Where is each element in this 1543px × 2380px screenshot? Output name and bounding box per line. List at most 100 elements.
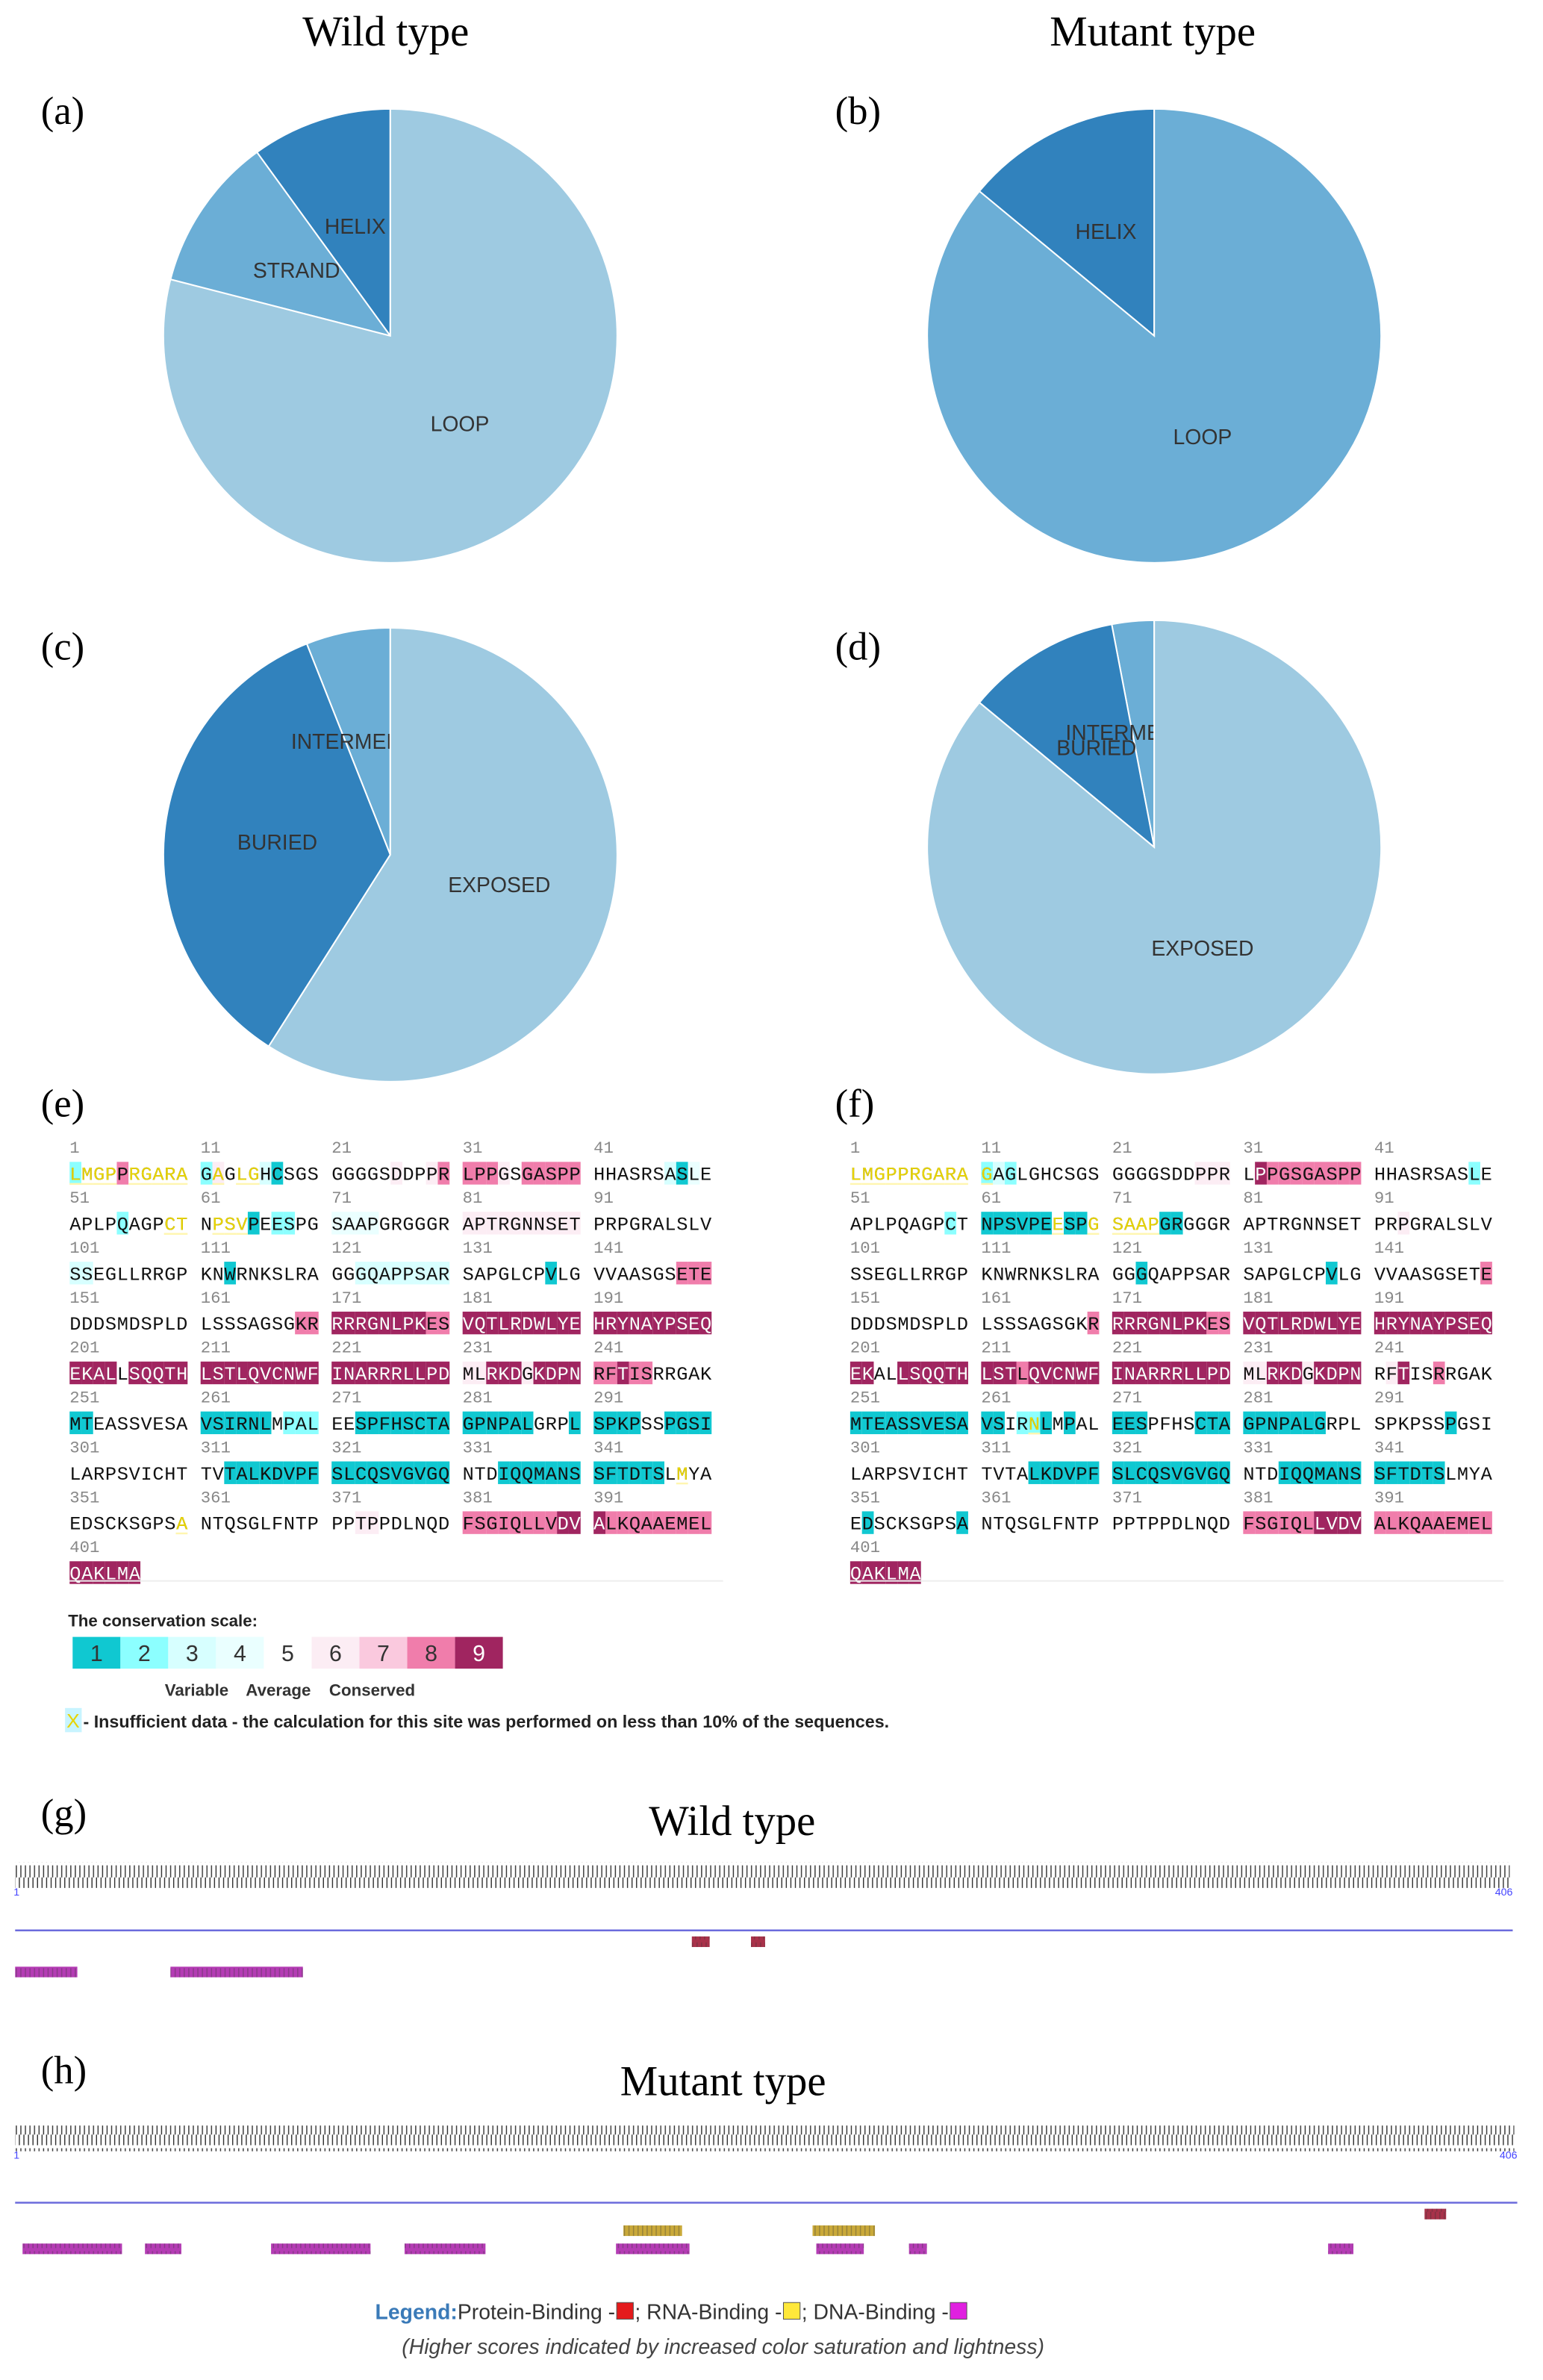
scale-swatch bbox=[311, 1636, 360, 1669]
conservation-cell bbox=[1433, 1311, 1445, 1335]
legend-dna-swatch bbox=[950, 2302, 967, 2320]
conservation-cell bbox=[688, 1212, 700, 1235]
conservation-cell bbox=[1278, 1162, 1291, 1185]
conservation-cell bbox=[1243, 1461, 1256, 1484]
conservation-cell bbox=[509, 1162, 522, 1185]
conservation-cell bbox=[861, 1212, 874, 1235]
position-number: 301 bbox=[850, 1438, 880, 1457]
position-number: 221 bbox=[1112, 1339, 1142, 1358]
panel-label: (f) bbox=[835, 1082, 875, 1126]
conservation-cell bbox=[69, 1162, 82, 1185]
position-number: 211 bbox=[981, 1339, 1011, 1358]
conservation-cell bbox=[629, 1262, 641, 1285]
conservation-cell bbox=[593, 1361, 605, 1385]
conservation-cell bbox=[306, 1411, 319, 1435]
conservation-cell bbox=[993, 1262, 1005, 1285]
conservation-cell bbox=[462, 1212, 475, 1235]
conservation-cell bbox=[81, 1311, 93, 1335]
conservation-cell bbox=[1302, 1311, 1315, 1335]
conservation-cell bbox=[1480, 1511, 1492, 1534]
conservation-cell bbox=[1064, 1511, 1076, 1534]
conservation-cell bbox=[152, 1461, 164, 1484]
residues: GGGQAPPSAR bbox=[1112, 1264, 1230, 1286]
conservation-cell bbox=[897, 1411, 909, 1435]
position-number: 71 bbox=[1112, 1189, 1132, 1208]
conservation-cell bbox=[474, 1361, 487, 1385]
conservation-cell bbox=[212, 1262, 225, 1285]
conservation-cell bbox=[699, 1162, 712, 1185]
conservation-cell bbox=[1028, 1411, 1041, 1435]
conservation-cell bbox=[1337, 1262, 1350, 1285]
conservation-cell bbox=[1325, 1511, 1338, 1534]
conservation-cell bbox=[1135, 1411, 1148, 1435]
conservation-cell bbox=[629, 1162, 641, 1185]
conservation-cell bbox=[140, 1411, 152, 1435]
conservation-cell bbox=[664, 1262, 676, 1285]
position-number: 101 bbox=[850, 1239, 880, 1258]
conservation-cell bbox=[1171, 1461, 1183, 1484]
position-number: 321 bbox=[1112, 1438, 1142, 1457]
residues: SPKPSSPGSI bbox=[1374, 1414, 1492, 1436]
conservation-cell bbox=[81, 1511, 93, 1534]
insufficient-mark bbox=[676, 1482, 688, 1485]
pie-slice bbox=[978, 108, 1156, 338]
conservation-cell bbox=[1028, 1212, 1041, 1235]
conservation-cell bbox=[617, 1311, 629, 1335]
insufficient-mark bbox=[93, 1183, 105, 1186]
conservation-cell bbox=[1314, 1262, 1326, 1285]
conservation-cell bbox=[1135, 1162, 1148, 1185]
conservation-cell bbox=[1064, 1162, 1076, 1185]
conservation-cell bbox=[1135, 1262, 1148, 1285]
position-number: 81 bbox=[463, 1189, 483, 1208]
conservation-cell bbox=[1159, 1511, 1171, 1534]
conservation-cell bbox=[664, 1511, 676, 1534]
conservation-cell bbox=[640, 1411, 653, 1435]
scale-title: The conservation scale: bbox=[68, 1611, 258, 1630]
residues: HRYNAYPSEQ bbox=[1374, 1314, 1492, 1336]
conservation-cell bbox=[993, 1212, 1005, 1235]
residues: SPKPSSPGSI bbox=[593, 1414, 711, 1436]
residues-conserved: MLRKDGKDPN bbox=[1243, 1364, 1361, 1386]
conservation-cell bbox=[509, 1411, 522, 1435]
position-number: 391 bbox=[1374, 1488, 1404, 1507]
conservation-cell bbox=[355, 1361, 367, 1385]
conservation-cell bbox=[140, 1262, 152, 1285]
residues: EESPFHSCTA bbox=[331, 1414, 450, 1436]
conservation-cell bbox=[908, 1561, 921, 1584]
position-number: 341 bbox=[593, 1438, 623, 1457]
conservation-cell bbox=[605, 1162, 617, 1185]
scale-number: 8 bbox=[425, 1641, 437, 1666]
conservation-cell bbox=[69, 1262, 82, 1285]
residues: VQTLRDWLYE bbox=[1243, 1314, 1361, 1336]
conservation-cell bbox=[545, 1262, 558, 1285]
conservation-cell bbox=[664, 1361, 676, 1385]
conservation-cell bbox=[93, 1262, 105, 1285]
conservation-cell bbox=[1385, 1461, 1398, 1484]
conservation-cell bbox=[271, 1262, 284, 1285]
position-number: 51 bbox=[69, 1189, 90, 1208]
conservation-cell bbox=[1194, 1162, 1207, 1185]
conservation-cell bbox=[1016, 1262, 1029, 1285]
conservation-cell bbox=[1004, 1212, 1017, 1235]
insufficient-mark bbox=[140, 1183, 152, 1186]
conservation-cell bbox=[247, 1311, 260, 1335]
residues-insufficient: SAAPGRGGGR bbox=[1112, 1214, 1230, 1236]
conservation-cell bbox=[128, 1162, 141, 1185]
conservation-cell bbox=[981, 1162, 994, 1185]
conservation-cell bbox=[1040, 1162, 1053, 1185]
conservation-cell bbox=[1397, 1511, 1410, 1534]
conservation-cell bbox=[414, 1212, 426, 1235]
conservation-cell bbox=[163, 1511, 176, 1534]
conservation-cell bbox=[486, 1212, 499, 1235]
conservation-cell bbox=[1218, 1361, 1230, 1385]
conservation-cell bbox=[605, 1511, 617, 1534]
conservation-cell bbox=[629, 1511, 641, 1534]
conservation-cell bbox=[1075, 1461, 1088, 1484]
conservation-cell bbox=[105, 1561, 117, 1584]
conservation-cell bbox=[331, 1212, 344, 1235]
conservation-cell bbox=[462, 1461, 475, 1484]
conservation-cell bbox=[932, 1262, 945, 1285]
residues: LPPGSGASPP bbox=[1243, 1165, 1361, 1186]
conservation-cell bbox=[1243, 1212, 1256, 1235]
